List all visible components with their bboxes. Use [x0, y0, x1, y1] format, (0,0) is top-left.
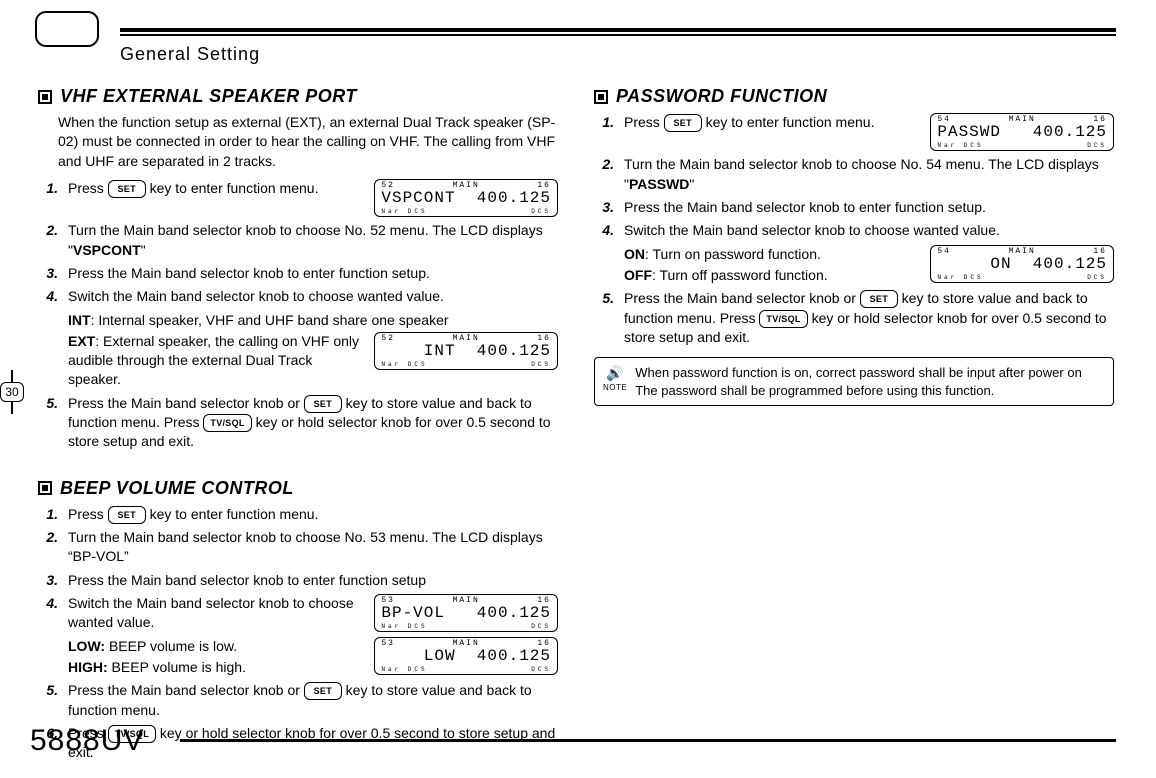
lcd-int: 52MAIN16 INT 400.125 Nar DCSDCS [374, 332, 558, 370]
note-box: 🔊 NOTE When password function is on, cor… [594, 357, 1114, 406]
page-side-tab: 30 [0, 370, 24, 414]
lcd-vspcont: 52MAIN16 VSPCONT 400.125 Nar DCSDCS [374, 179, 558, 217]
section-header-vhf: VHF EXTERNAL SPEAKER PORT [38, 86, 558, 107]
section-title: VHF EXTERNAL SPEAKER PORT [60, 86, 357, 107]
section-intro: When the function setup as external (EXT… [38, 113, 558, 171]
lcd-passwd: 54MAIN16 PASSWD 400.125 Nar DCSDCS [930, 113, 1114, 151]
note-text: When password function is on, correct pa… [635, 364, 1105, 399]
chapter-number-badge: 7 [38, 14, 96, 44]
lcd-on: 54MAIN16 ON 400.125 Nar DCSDCS [930, 245, 1114, 283]
left-column: VHF EXTERNAL SPEAKER PORT When the funct… [38, 82, 558, 766]
header-rule-thin [120, 34, 1116, 36]
right-column: PASSWORD FUNCTION 1. 54MAIN16 PASSWD 400… [594, 82, 1114, 766]
section-title: PASSWORD FUNCTION [616, 86, 827, 107]
header-rule-thick [120, 28, 1116, 32]
note-icon: 🔊 NOTE [603, 364, 627, 399]
lcd-bpvol: 53MAIN16 BP-VOL 400.125 Nar DCSDCS [374, 594, 558, 632]
tvsql-key-icon: TV/SQL [759, 310, 807, 328]
set-key-icon: SET [664, 114, 702, 132]
set-key-icon: SET [860, 290, 898, 308]
page: 7 General Setting 30 VHF EXTERNAL SPEAKE… [0, 0, 1156, 778]
set-key-icon: SET [304, 682, 342, 700]
footer-rule [180, 739, 1116, 742]
section-header-beep: BEEP VOLUME CONTROL [38, 478, 558, 499]
vhf-steps: 1. 52MAIN16 VSPCONT 400.125 Nar DCSDCS P… [38, 179, 558, 307]
set-key-icon: SET [304, 395, 342, 413]
model-number: 5888UV [30, 724, 144, 758]
tvsql-key-icon: TV/SQL [203, 414, 251, 432]
section-bullet-icon [594, 90, 608, 104]
page-number: 30 [0, 382, 24, 402]
set-key-icon: SET [108, 180, 146, 198]
vhf-steps-2: 5. Press the Main band selector knob or … [38, 394, 558, 452]
section-title: BEEP VOLUME CONTROL [60, 478, 294, 499]
section-bullet-icon [38, 481, 52, 495]
beep-steps: 1. Press SET key to enter function menu.… [38, 505, 558, 633]
section-header-passwd: PASSWORD FUNCTION [594, 86, 1114, 107]
passwd-steps-2: 5. Press the Main band selector knob or … [594, 289, 1114, 347]
lcd-low: 53MAIN16 LOW 400.125 Nar DCSDCS [374, 637, 558, 675]
chapter-title: General Setting [120, 44, 260, 65]
section-bullet-icon [38, 90, 52, 104]
set-key-icon: SET [108, 506, 146, 524]
passwd-steps: 1. 54MAIN16 PASSWD 400.125 Nar DCSDCS Pr… [594, 113, 1114, 241]
